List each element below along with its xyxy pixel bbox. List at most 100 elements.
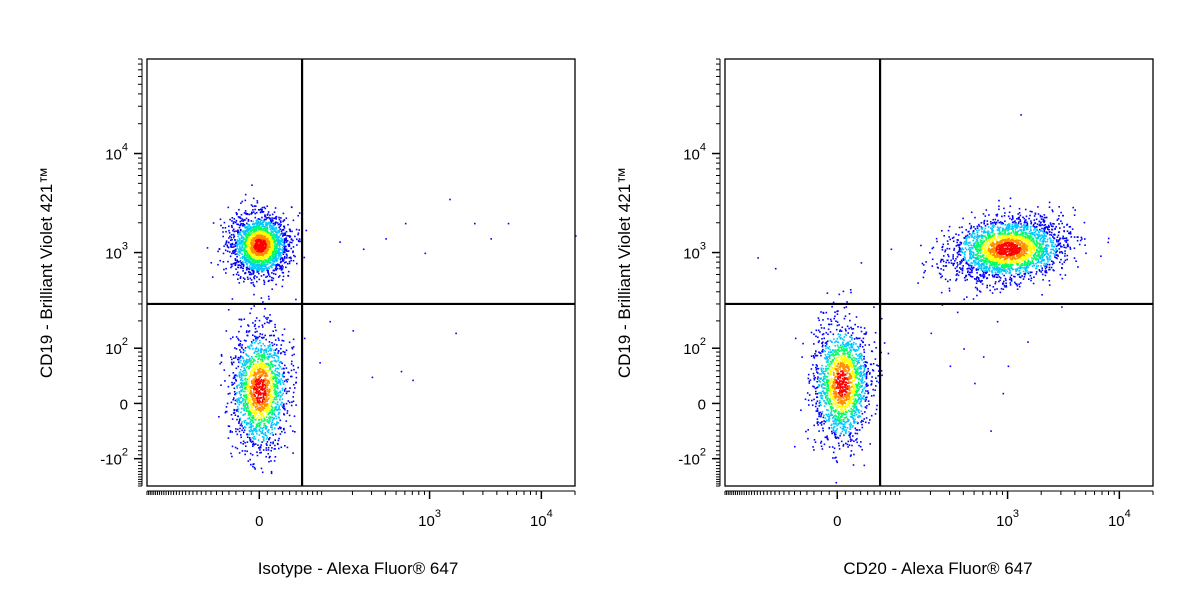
event-dot	[269, 444, 271, 447]
event-dot	[238, 430, 241, 433]
event-dot	[824, 342, 827, 344]
event-dot	[230, 246, 232, 248]
event-dot	[257, 342, 259, 345]
event-dot	[256, 392, 258, 395]
event-dot	[263, 438, 265, 440]
event-dot	[237, 264, 239, 266]
event-dot	[252, 242, 254, 245]
event-dot	[975, 278, 978, 281]
event-dot	[273, 357, 275, 359]
event-dot	[253, 389, 255, 392]
event-dot	[835, 456, 837, 459]
event-dot	[281, 285, 284, 288]
event-dot	[1038, 224, 1041, 227]
event-dot	[235, 242, 237, 244]
event-dot	[219, 218, 222, 221]
event-dot	[259, 333, 261, 335]
event-dot	[283, 241, 286, 244]
event-dot	[265, 449, 268, 451]
event-dot	[966, 278, 968, 281]
event-dot	[265, 244, 267, 247]
event-dot	[250, 423, 253, 425]
event-dot	[292, 391, 295, 394]
event-dot	[255, 412, 258, 415]
event-dot	[269, 384, 271, 387]
event-dot	[270, 416, 272, 419]
event-dot	[255, 374, 257, 376]
event-dot	[239, 246, 241, 249]
event-dot	[264, 254, 267, 257]
event-dot	[267, 255, 270, 258]
event-dot	[264, 307, 266, 310]
event-dot	[240, 401, 243, 403]
event-dot	[244, 442, 246, 444]
event-dot	[245, 239, 247, 242]
event-dot	[251, 382, 253, 384]
event-dot	[249, 247, 251, 249]
event-dot	[262, 392, 264, 395]
event-dot	[243, 318, 246, 320]
event-dot	[248, 433, 250, 436]
event-dot	[812, 446, 814, 448]
event-dot	[244, 421, 246, 424]
event-dot	[259, 394, 262, 396]
event-dot	[253, 386, 256, 388]
event-dot	[240, 396, 243, 399]
event-dot	[282, 367, 285, 370]
event-dot	[233, 391, 236, 393]
event-dot	[231, 226, 233, 229]
event-dot	[254, 363, 256, 366]
event-dot	[253, 352, 256, 354]
event-dot	[866, 405, 868, 407]
event-dot	[952, 264, 955, 267]
event-dot	[238, 384, 240, 386]
event-dot	[941, 249, 944, 251]
event-dot	[273, 354, 276, 357]
event-dot	[229, 392, 231, 395]
event-dot	[253, 325, 256, 327]
event-dot	[247, 253, 250, 255]
event-dot	[238, 419, 241, 422]
event-dot	[234, 414, 237, 416]
event-dot	[362, 248, 365, 251]
event-dot	[947, 243, 949, 245]
event-dot	[253, 265, 255, 267]
event-dot	[262, 257, 265, 260]
event-dot	[275, 408, 278, 411]
event-dot	[949, 238, 951, 241]
event-dot	[1078, 243, 1081, 246]
event-dot	[814, 405, 817, 408]
event-dot	[970, 226, 973, 229]
event-dot	[247, 411, 250, 414]
event-dot	[951, 237, 954, 239]
event-dot	[237, 401, 239, 404]
event-dot	[245, 233, 247, 235]
y-tick-label: 103	[105, 241, 128, 263]
event-dot	[265, 388, 268, 391]
event-dot	[259, 263, 261, 265]
event-dot	[251, 430, 254, 433]
event-dot	[282, 275, 285, 278]
event-dot	[956, 269, 959, 272]
event-dot	[273, 398, 276, 401]
event-dot	[239, 260, 242, 262]
event-dot	[849, 440, 852, 442]
event-dot	[474, 222, 476, 225]
event-dot	[1060, 220, 1062, 222]
event-dot	[266, 413, 268, 415]
event-dot	[281, 405, 283, 407]
event-dot	[282, 246, 284, 249]
event-dot	[233, 218, 236, 220]
event-dot	[283, 244, 285, 247]
event-dot	[240, 240, 243, 243]
event-dot	[268, 274, 270, 276]
event-dot	[248, 273, 251, 276]
event-dot	[251, 345, 253, 347]
event-dot	[270, 402, 272, 405]
event-dot	[250, 398, 252, 401]
event-dot	[991, 274, 994, 276]
event-dot	[256, 383, 258, 386]
event-dot	[259, 351, 262, 354]
event-dot	[275, 255, 278, 257]
event-dot	[264, 418, 266, 421]
